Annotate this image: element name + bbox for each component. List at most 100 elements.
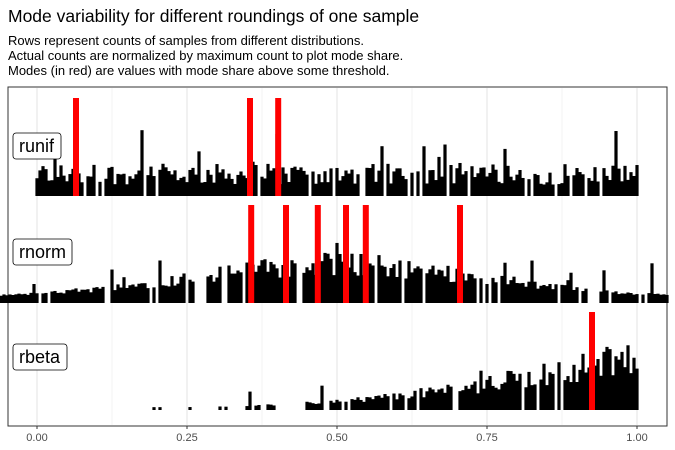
rnorm-bar (419, 268, 423, 303)
rbeta-bar (353, 399, 357, 410)
rnorm-bar (434, 274, 438, 303)
rnorm-bar (191, 281, 195, 303)
runif-bar (38, 170, 42, 196)
rbeta-bar (626, 345, 630, 410)
rnorm-bar (368, 263, 372, 303)
runif-bar (482, 167, 486, 196)
runif-bar (635, 165, 639, 196)
runif-bar (230, 178, 234, 196)
rnorm-bar (146, 288, 150, 303)
runif-mode-bar (73, 98, 79, 196)
rbeta-bar (329, 400, 333, 410)
rbeta-bar (608, 349, 612, 410)
rnorm-bar (356, 275, 360, 303)
runif-bar (494, 169, 498, 196)
rnorm-bar (452, 281, 456, 303)
runif-bar (107, 167, 111, 196)
rnorm-bar (98, 288, 102, 303)
rbeta-bar (314, 403, 318, 410)
rnorm-bar (59, 292, 63, 303)
runif-bar (479, 167, 483, 196)
runif-bar (353, 183, 357, 196)
runif-bar (425, 183, 429, 196)
rnorm-bar (617, 294, 621, 303)
rnorm-bar (29, 292, 33, 303)
runif-bar (125, 184, 129, 196)
runif-bar (131, 178, 135, 196)
rnorm-bar (119, 287, 123, 303)
rbeta-bar (482, 388, 486, 410)
rnorm-bar (605, 290, 609, 303)
rnorm-bar (113, 290, 117, 303)
rnorm-bar (527, 281, 531, 303)
rbeta-bar (635, 368, 639, 410)
rbeta-bar (434, 392, 438, 410)
runif-bar (461, 174, 465, 196)
rnorm-bar (467, 273, 471, 303)
rnorm-bar (167, 286, 171, 303)
rnorm-bar (539, 285, 543, 303)
rnorm-bar (233, 273, 237, 303)
rbeta-bar (527, 371, 531, 410)
chart-subtitle-line-2: Actual counts are normalized by maximum … (8, 48, 404, 63)
runif-bar (503, 148, 507, 196)
rbeta-bar (332, 402, 336, 410)
runif-bar (149, 166, 153, 196)
rnorm-bar (491, 277, 495, 303)
runif-bar (113, 184, 117, 196)
rnorm-bar (116, 284, 120, 303)
rnorm-bar (581, 291, 585, 303)
runif-bar (389, 183, 393, 196)
runif-bar (254, 165, 258, 196)
rbeta-bar (500, 383, 504, 410)
rbeta-bar (272, 405, 276, 410)
runif-bar (299, 167, 303, 196)
rbeta-bar (446, 384, 450, 410)
rnorm-bar (551, 289, 555, 303)
runif-bar (581, 174, 585, 196)
rnorm-bar (209, 274, 213, 303)
rnorm-bar (359, 254, 363, 303)
runif-bar (65, 181, 69, 196)
runif-bar (470, 166, 474, 196)
rbeta-bar (344, 401, 348, 410)
rbeta-bar (365, 397, 369, 410)
rnorm-bar (80, 289, 84, 303)
runif-bar (80, 182, 84, 196)
rnorm-bar (548, 283, 552, 303)
runif-bar (509, 176, 513, 196)
rnorm-bar (464, 280, 468, 303)
rnorm-bar (290, 260, 294, 303)
rnorm-bar (386, 276, 390, 303)
rnorm-bar (536, 288, 540, 303)
runif-bar (218, 172, 222, 196)
x-tick-label: 1.00 (626, 432, 647, 444)
rbeta-bar (569, 382, 573, 410)
rnorm-bar (515, 283, 519, 303)
runif-bar (158, 169, 162, 196)
runif-bar (620, 181, 624, 196)
rbeta-bar (437, 389, 441, 410)
rnorm-bar (245, 262, 249, 303)
runif-bar (401, 175, 405, 196)
runif-bar (374, 181, 378, 196)
runif-bar (536, 175, 540, 196)
rnorm-bar (257, 265, 261, 303)
rnorm-bar (143, 283, 147, 303)
runif-bar (179, 177, 183, 196)
rnorm-bar (563, 285, 567, 303)
rbeta-bar (188, 407, 192, 410)
runif-bar (56, 176, 60, 196)
rbeta-bar (395, 399, 399, 410)
runif-bar (473, 177, 477, 196)
runif-bar (527, 179, 531, 196)
rnorm-bar (620, 293, 624, 303)
runif-bar (302, 170, 306, 196)
mode-bars (73, 98, 595, 410)
runif-bar (614, 131, 618, 196)
runif-bar (368, 168, 372, 196)
rbeta-bar (488, 376, 492, 410)
runif-bar (563, 164, 567, 196)
rnorm-bar (182, 273, 186, 303)
rnorm-bar (41, 293, 45, 303)
